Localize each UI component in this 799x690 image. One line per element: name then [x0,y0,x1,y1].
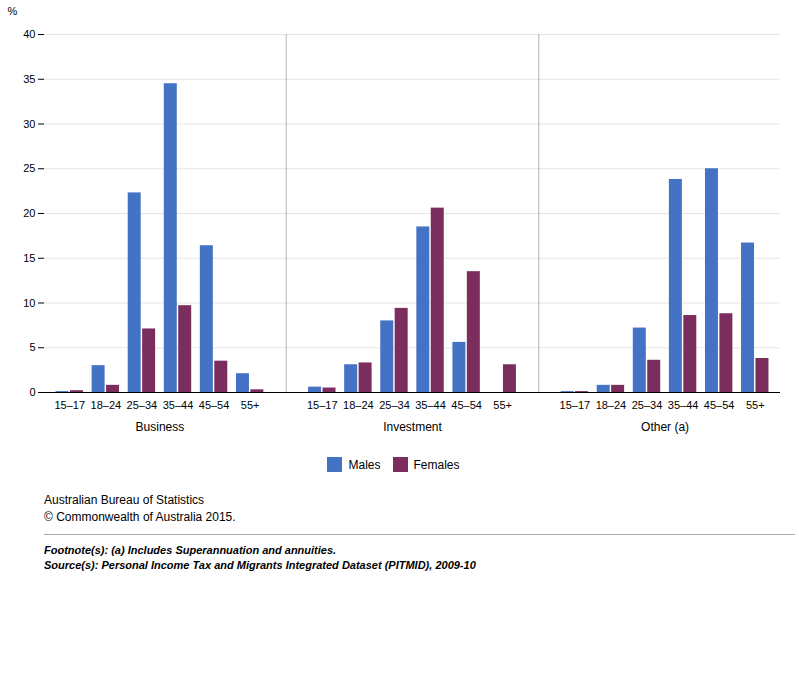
svg-text:0: 0 [29,386,35,398]
svg-text:18–24: 18–24 [343,399,374,411]
html-text:Australian Bureau of Statistic: Australian Bureau of Statistics [44,493,205,507]
svg-text:25: 25 [23,162,35,174]
svg-text:35: 35 [23,73,35,85]
svg-text:45–54: 45–54 [704,399,735,411]
svg-text:Other (a): Other (a) [641,420,689,434]
svg-text:55+: 55+ [493,399,512,411]
html-text:Females: Females [413,457,460,472]
html-text:Footnote(s): (a) Includes Supe: Footnote(s): (a) Includes Superannuation… [44,544,337,556]
svg-text:18–24: 18–24 [91,399,122,411]
svg-text:15: 15 [23,252,35,264]
svg-text:25–34: 25–34 [379,399,410,411]
html-text:Source(s): Personal Income Tax: Source(s): Personal Income Tax and Migra… [44,559,476,571]
html-text:© Commonwealth of Australia 20: © Commonwealth of Australia 2015. [44,510,236,524]
svg-text:18–24: 18–24 [596,399,627,411]
svg-text:25–34: 25–34 [127,399,158,411]
svg-text:35–44: 35–44 [163,399,194,411]
svg-text:55+: 55+ [241,399,260,411]
svg-text:30: 30 [23,118,35,130]
svg-text:40: 40 [23,28,35,40]
html-text:Males: Males [348,457,381,472]
svg-text:35–44: 35–44 [668,399,699,411]
svg-text:5: 5 [29,341,35,353]
svg-text:15–17: 15–17 [560,399,591,411]
svg-text:15–17: 15–17 [54,399,85,411]
svg-text:15–17: 15–17 [307,399,338,411]
svg-text:35–44: 35–44 [415,399,446,411]
svg-text:20: 20 [23,207,35,219]
svg-text:45–54: 45–54 [451,399,482,411]
svg-text:25–34: 25–34 [632,399,663,411]
svg-text:%: % [8,5,18,17]
svg-text:10: 10 [23,297,35,309]
svg-text:55+: 55+ [746,399,765,411]
svg-text:45–54: 45–54 [199,399,230,411]
svg-text:Business: Business [136,420,185,434]
svg-text:Investment: Investment [383,420,442,434]
